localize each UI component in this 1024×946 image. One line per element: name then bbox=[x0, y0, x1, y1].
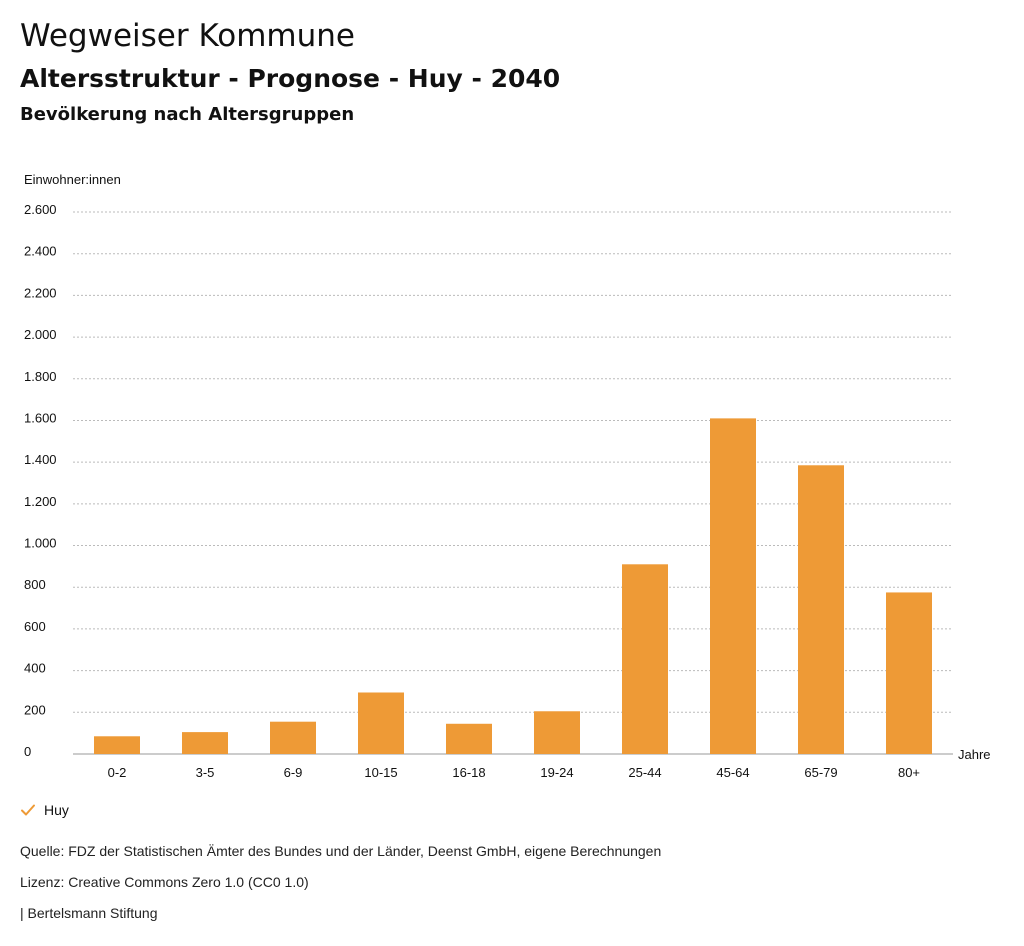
x-tick-label: 45-64 bbox=[716, 765, 749, 780]
bar-chart: Einwohner:innen 0 200 400 600 800 1.000 1.200 1… bbox=[24, 172, 991, 780]
license-text: Lizenz: Creative Commons Zero 1.0 (CC0 1… bbox=[20, 874, 309, 890]
x-tick-label: 65-79 bbox=[804, 765, 837, 780]
x-axis-label: Jahre bbox=[958, 747, 991, 762]
check-icon bbox=[21, 804, 35, 816]
y-axis-label: Einwohner:innen bbox=[24, 172, 121, 187]
y-tick-label: 2.000 bbox=[24, 327, 57, 342]
bar-6-9[interactable] bbox=[270, 721, 316, 754]
y-tick-label: 1.000 bbox=[24, 536, 57, 551]
x-tick-label: 0-2 bbox=[108, 765, 127, 780]
bar-25-44[interactable] bbox=[622, 564, 668, 754]
x-tick-label: 19-24 bbox=[540, 765, 573, 780]
legend-item-huy[interactable]: Huy bbox=[20, 802, 69, 818]
page-title: Wegweiser Kommune bbox=[20, 18, 355, 54]
y-tick-label: 800 bbox=[24, 577, 46, 592]
y-tick-label: 1.600 bbox=[24, 410, 57, 425]
x-axis-ticks: 0-2 3-5 6-9 10-15 16-18 19-24 25-44 45-64 65-79 8… bbox=[108, 765, 920, 780]
legend-label: Huy bbox=[44, 802, 69, 818]
source-text: Quelle: FDZ der Statistischen Ämter des … bbox=[20, 843, 662, 859]
bar-80+[interactable] bbox=[886, 592, 932, 754]
chart-subtitle: Altersstruktur - Prognose - Huy - 2040 bbox=[20, 64, 561, 93]
y-axis-ticks: 0 200 400 600 800 1.000 1.200 1.400 1.600 1.800 2.… bbox=[24, 202, 57, 759]
chart-heading: Bevölkerung nach Altersgruppen bbox=[20, 104, 355, 125]
y-tick-label: 1.200 bbox=[24, 494, 57, 509]
publisher-text: | Bertelsmann Stiftung bbox=[20, 905, 158, 921]
y-tick-label: 2.400 bbox=[24, 244, 57, 259]
bar-19-24[interactable] bbox=[534, 711, 580, 754]
y-tick-label: 400 bbox=[24, 661, 46, 676]
x-tick-label: 16-18 bbox=[452, 765, 485, 780]
bar-0-2[interactable] bbox=[94, 736, 140, 754]
bars bbox=[94, 418, 932, 754]
bar-16-18[interactable] bbox=[446, 723, 492, 754]
y-tick-label: 200 bbox=[24, 702, 46, 717]
y-tick-label: 0 bbox=[24, 744, 31, 759]
y-tick-label: 1.800 bbox=[24, 369, 57, 384]
y-tick-label: 1.400 bbox=[24, 452, 57, 467]
y-tick-label: 2.200 bbox=[24, 285, 57, 300]
bar-10-15[interactable] bbox=[358, 692, 404, 754]
x-tick-label: 3-5 bbox=[196, 765, 215, 780]
x-tick-label: 6-9 bbox=[284, 765, 303, 780]
y-tick-label: 2.600 bbox=[24, 202, 57, 217]
x-tick-label: 25-44 bbox=[628, 765, 661, 780]
bar-65-79[interactable] bbox=[798, 465, 844, 754]
x-tick-label: 80+ bbox=[898, 765, 920, 780]
x-tick-label: 10-15 bbox=[364, 765, 397, 780]
bar-3-5[interactable] bbox=[182, 732, 228, 754]
y-tick-label: 600 bbox=[24, 619, 46, 634]
bar-45-64[interactable] bbox=[710, 418, 756, 754]
